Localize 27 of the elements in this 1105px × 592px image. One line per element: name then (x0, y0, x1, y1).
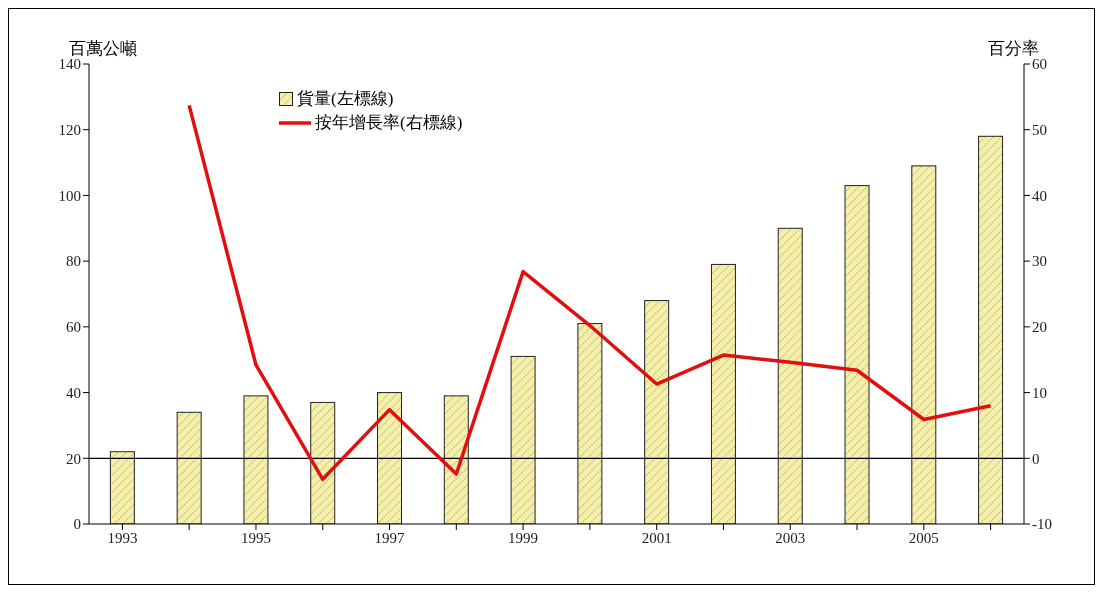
y2-tick-label: 30 (1032, 253, 1047, 270)
y2-tick-label: 0 (1032, 450, 1040, 467)
x-tick-label: 1995 (240, 529, 271, 546)
y-tick-label: 100 (58, 187, 81, 204)
x-tick-label: 2005 (908, 529, 939, 546)
y-tick-label: 40 (66, 384, 81, 401)
y-tick-label: 60 (66, 319, 81, 336)
x-tick-label: 1999 (508, 529, 539, 546)
y-tick-label: 20 (66, 450, 81, 467)
y-tick-label: 0 (73, 516, 81, 533)
x-tick-label: 1997 (374, 529, 406, 546)
y-tick-label: 80 (66, 253, 81, 270)
y-tick-label: 120 (58, 122, 81, 139)
x-tick-label: 2003 (775, 529, 806, 546)
y2-tick-label: 40 (1032, 187, 1047, 204)
x-tick-label: 2001 (641, 529, 672, 546)
y-axis-title: 百萬公噸 (69, 38, 137, 59)
y2-tick-label: 60 (1032, 56, 1047, 73)
y2-tick-label: -10 (1032, 516, 1052, 533)
legend-label: 貨量(左標線) (297, 88, 394, 110)
legend-label: 按年增長率(右標線) (315, 112, 463, 134)
y2-axis-title: 百分率 (988, 38, 1039, 59)
y-tick-label: 140 (58, 56, 81, 73)
y2-tick-label: 50 (1032, 122, 1047, 139)
x-tick-label: 1993 (107, 529, 138, 546)
y2-tick-label: 20 (1032, 319, 1047, 336)
y2-tick-label: 10 (1032, 384, 1047, 401)
